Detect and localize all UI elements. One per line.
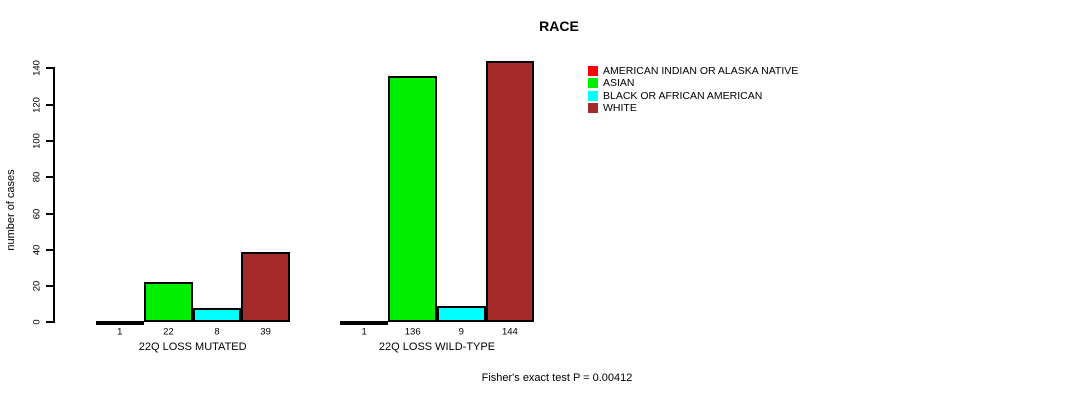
y-tick <box>46 139 53 142</box>
y-tick-label: 40 <box>31 244 42 256</box>
bar-value-label: 22 <box>163 326 174 337</box>
bar <box>95 320 145 325</box>
y-tick <box>46 176 53 179</box>
legend-label: ASIAN <box>603 77 635 90</box>
group-label: 22Q LOSS MUTATED <box>138 340 247 353</box>
legend-label: BLACK OR AFRICAN AMERICAN <box>603 89 763 102</box>
y-tick <box>46 103 53 106</box>
bar-value-label: 1 <box>117 326 123 337</box>
legend-label: WHITE <box>603 102 637 114</box>
bar <box>485 61 535 323</box>
bar-value-label: 39 <box>260 326 271 337</box>
bar <box>437 306 486 323</box>
legend-swatch <box>587 78 598 89</box>
legend-swatch <box>587 90 598 101</box>
y-tick-label: 140 <box>31 60 42 77</box>
y-tick <box>46 248 53 251</box>
bar <box>192 307 242 323</box>
legend-swatch <box>587 103 598 113</box>
y-tick-label: 100 <box>31 132 42 149</box>
group-label: 22Q LOSS WILD-TYPE <box>378 340 496 353</box>
y-tick <box>46 285 53 288</box>
y-tick-label: 80 <box>31 171 42 183</box>
bar <box>388 75 437 323</box>
legend-swatch <box>587 65 598 76</box>
bar-value-label: 8 <box>214 326 220 337</box>
annotation-text: Fisher's exact test P = 0.00412 <box>481 372 633 384</box>
bar-value-label: 136 <box>404 326 421 337</box>
y-tick-label: 60 <box>31 208 42 219</box>
bar <box>241 251 290 323</box>
y-tick-label: 20 <box>31 280 42 292</box>
y-tick-label: 0 <box>31 319 42 326</box>
y-tick <box>46 67 53 70</box>
legend-label: AMERICAN INDIAN OR ALASKA NATIVE <box>603 64 799 77</box>
chart-title: RACE <box>539 18 579 34</box>
bar-value-label: 1 <box>361 326 367 337</box>
bar-value-label: 144 <box>501 326 518 337</box>
y-axis-line <box>53 67 55 324</box>
bar <box>144 282 193 323</box>
y-tick <box>46 321 53 324</box>
bar-value-label: 9 <box>458 326 464 337</box>
y-tick-label: 120 <box>31 96 42 113</box>
bar <box>339 320 389 325</box>
y-tick <box>46 212 53 215</box>
